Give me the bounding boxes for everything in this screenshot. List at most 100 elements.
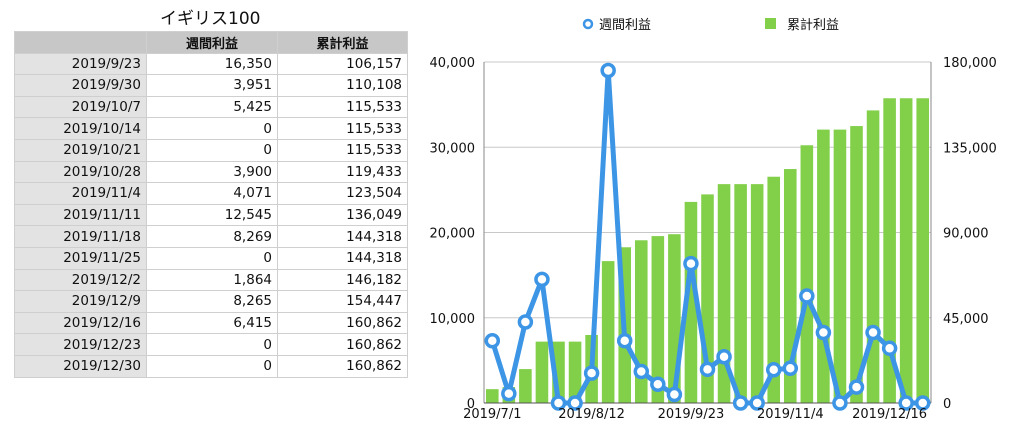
- left-tick-label: 40,000: [430, 56, 476, 71]
- header-weekly-profit: 週間利益: [146, 31, 278, 54]
- row-cumulative: 154,447: [277, 290, 408, 313]
- profit-table: 週間利益 累計利益 2019/9/23 16,350 106,157 2019/9/…: [14, 31, 408, 378]
- row-weekly: 3,900: [146, 160, 278, 184]
- x-tick-label: 2019/12/16: [852, 407, 927, 422]
- row-cumulative: 123,504: [277, 182, 408, 205]
- row-date: 2019/9/30: [14, 74, 147, 97]
- row-date: 2019/12/30: [14, 354, 147, 378]
- table-row: 2019/9/23 16,350 106,157: [14, 52, 408, 76]
- line-point: [765, 362, 782, 378]
- row-weekly: 0: [146, 117, 278, 140]
- line-point: [832, 395, 848, 411]
- left-tick-label: 20,000: [430, 227, 476, 242]
- bar: [866, 110, 880, 403]
- x-tick-label: 2019/8/12: [558, 407, 625, 422]
- line-point: [501, 385, 517, 402]
- left-tick-label: 30,000: [430, 141, 476, 156]
- bar: [750, 184, 764, 403]
- line-point: [782, 360, 799, 377]
- x-tick-label: 2019/9/23: [658, 407, 725, 422]
- line-point: [550, 395, 567, 411]
- table-row: 2019/11/4 4,071 123,504: [14, 182, 408, 205]
- row-date: 2019/10/7: [14, 95, 147, 119]
- header-corner: [14, 31, 147, 54]
- row-cumulative: 115,533: [277, 117, 408, 140]
- left-tick-label: 10,000: [430, 312, 476, 327]
- table-row: 2019/10/28 3,900 119,433: [14, 160, 408, 184]
- table-header-row: 週間利益 累計利益: [14, 31, 408, 54]
- row-cumulative: 110,108: [277, 74, 408, 97]
- row-cumulative: 106,157: [277, 52, 408, 76]
- row-weekly: 12,545: [146, 203, 278, 227]
- table-row: 2019/10/7 5,425 115,533: [14, 95, 408, 119]
- row-weekly: 0: [146, 138, 278, 162]
- row-date: 2019/10/28: [14, 160, 147, 184]
- row-weekly: 6,415: [146, 311, 278, 335]
- line-point: [583, 365, 600, 381]
- line-point: [600, 62, 616, 79]
- line-point: [799, 288, 815, 304]
- line-point: [749, 395, 765, 411]
- row-date: 2019/11/11: [14, 203, 147, 227]
- row-cumulative: 160,862: [277, 354, 408, 378]
- table-row: 2019/11/11 12,545 136,049: [14, 203, 408, 227]
- bar: [535, 341, 549, 403]
- bar: [850, 126, 863, 404]
- bar: [833, 129, 847, 403]
- table-row: 2019/12/2 1,864 146,182: [14, 268, 408, 292]
- row-weekly: 4,071: [146, 182, 278, 205]
- x-tick-label: 2019/11/4: [757, 407, 824, 422]
- bar: [800, 145, 814, 403]
- bar: [519, 369, 532, 403]
- row-cumulative: 144,318: [277, 225, 408, 248]
- row-date: 2019/12/9: [14, 290, 147, 313]
- line-point: [881, 340, 898, 357]
- row-date: 2019/12/16: [14, 311, 147, 335]
- row-weekly: 5,425: [146, 95, 278, 119]
- table-row: 2019/11/18 8,269 144,318: [14, 225, 408, 248]
- table-row: 2019/10/14 0 115,533: [14, 117, 408, 140]
- line-point: [699, 361, 716, 378]
- table-row: 2019/11/25 0 144,318: [14, 246, 408, 270]
- row-cumulative: 146,182: [277, 268, 408, 292]
- line-point: [732, 395, 749, 411]
- right-tick-label: 135,000: [943, 141, 997, 156]
- line-point: [683, 255, 699, 272]
- line-point: [865, 324, 881, 341]
- line-point: [567, 395, 583, 411]
- legend-cumulative-marker: [765, 18, 776, 29]
- right-tick-label: 180,000: [943, 56, 997, 71]
- line-point: [616, 333, 633, 349]
- right-tick-label: 45,000: [943, 312, 989, 327]
- row-date: 2019/10/14: [14, 117, 147, 140]
- bar: [916, 98, 930, 404]
- line-point: [914, 395, 931, 411]
- bar: [717, 184, 731, 403]
- table-row: 2019/12/30 0 160,862: [14, 354, 408, 378]
- line-point: [633, 363, 650, 380]
- legend-cumulative-label: 累計利益: [787, 17, 839, 33]
- row-weekly: 8,265: [146, 290, 278, 313]
- row-cumulative: 115,533: [277, 138, 408, 162]
- left-tick-label: 0: [467, 397, 475, 412]
- row-weekly: 16,350: [146, 52, 278, 76]
- row-weekly: 8,269: [146, 225, 278, 248]
- bar: [883, 98, 896, 404]
- bar: [601, 261, 615, 403]
- line-point: [848, 379, 865, 395]
- row-cumulative: 160,862: [277, 333, 408, 356]
- line-point: [534, 271, 550, 288]
- row-date: 2019/11/18: [14, 225, 147, 248]
- line-point: [716, 349, 732, 365]
- row-cumulative: 136,049: [277, 203, 408, 227]
- bar: [485, 389, 499, 403]
- line-point: [666, 386, 683, 403]
- legend-weekly-label: 週間利益: [599, 18, 651, 33]
- line-point: [815, 324, 832, 341]
- table-title: イギリス100: [160, 9, 261, 29]
- row-date: 2019/10/21: [14, 138, 147, 162]
- row-date: 2019/12/2: [14, 268, 147, 292]
- table-row: 2019/12/23 0 160,862: [14, 333, 408, 356]
- bar: [734, 184, 747, 403]
